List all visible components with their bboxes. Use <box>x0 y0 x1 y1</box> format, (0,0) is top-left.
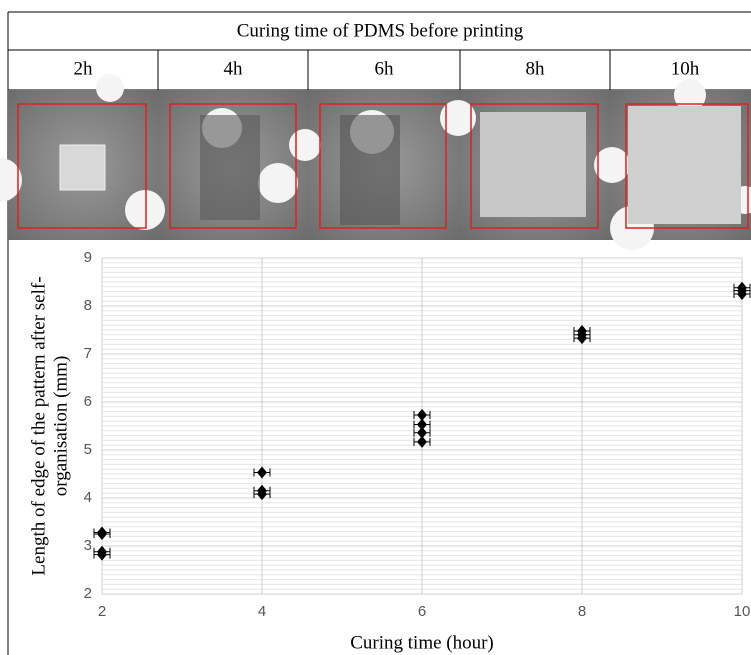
data-point <box>737 288 747 300</box>
data-point <box>417 408 427 421</box>
data-point <box>97 528 107 540</box>
data-point <box>97 548 107 561</box>
column-header: 6h <box>375 58 395 79</box>
data-point <box>417 435 427 448</box>
table-title: Curing time of PDMS before printing <box>237 20 524 41</box>
data-point <box>417 426 427 439</box>
column-header: 2h <box>74 58 94 79</box>
data-point <box>257 488 267 501</box>
photos <box>0 74 751 250</box>
x-tick-label: 8 <box>578 603 586 620</box>
y-tick-label: 4 <box>84 489 92 506</box>
y-tick-label: 9 <box>84 249 92 266</box>
y-tick-label: 6 <box>84 393 92 410</box>
data-point <box>257 466 267 479</box>
column-header: 10h <box>671 58 700 79</box>
y-tick-label: 7 <box>84 345 92 362</box>
column-header: 8h <box>526 58 546 79</box>
x-tick-label: 2 <box>98 603 106 620</box>
y-tick-label: 5 <box>84 441 92 458</box>
y-axis-label: Length of edge of the pattern after self… <box>28 276 49 575</box>
column-header: 4h <box>224 58 244 79</box>
data-point <box>417 418 427 431</box>
x-tick-label: 6 <box>418 603 426 620</box>
y-axis-label: organisation (mm) <box>50 356 71 497</box>
x-tick-label: 4 <box>258 603 266 620</box>
x-tick-label: 10 <box>734 603 751 620</box>
data-point <box>577 332 587 345</box>
y-tick-label: 8 <box>84 297 92 314</box>
y-tick-label: 2 <box>84 585 92 602</box>
x-axis-label: Curing time (hour) <box>350 632 494 653</box>
y-tick-label: 3 <box>84 537 92 554</box>
